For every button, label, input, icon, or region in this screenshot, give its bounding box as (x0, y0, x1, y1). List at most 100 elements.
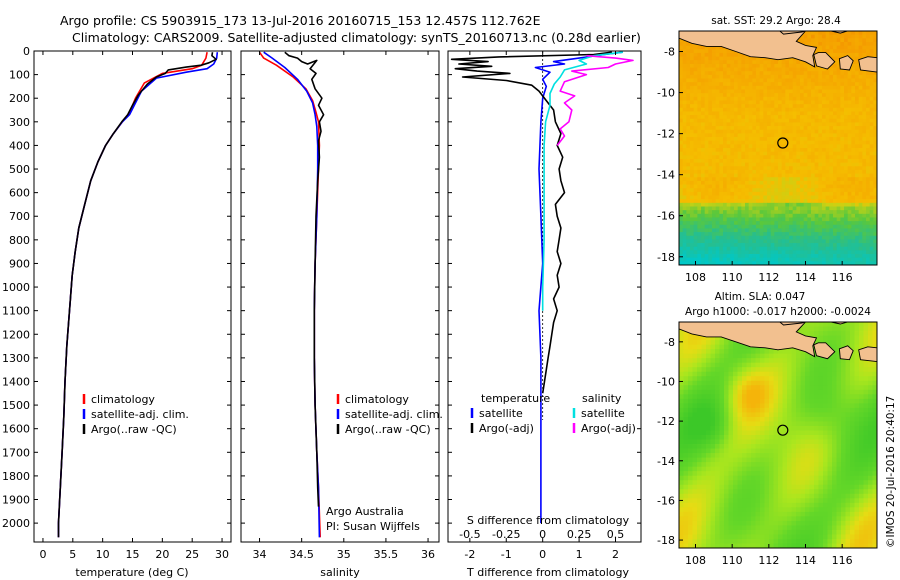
sst-cell (704, 100, 709, 105)
sst-cell (851, 93, 856, 98)
sst-cell (748, 60, 753, 65)
sst-cell (778, 71, 783, 76)
sst-cell (778, 96, 783, 101)
xtick-label: 1 (576, 548, 583, 561)
sst-cell (737, 235, 742, 240)
sst-cell (712, 111, 717, 116)
sst-cell (712, 115, 717, 120)
sst-cell (836, 34, 841, 39)
sst-cell (682, 202, 687, 207)
sst-cell (836, 232, 841, 237)
sla-cell (737, 430, 743, 436)
sst-cell (792, 107, 797, 112)
sst-cell (781, 129, 786, 134)
sla-cell (697, 398, 702, 404)
sst-cell (679, 239, 684, 244)
sst-cell (781, 148, 786, 153)
sst-cell (796, 89, 801, 94)
sst-cell (693, 177, 698, 182)
sst-cell (851, 188, 856, 193)
annotation-institution: Argo Australia (326, 505, 404, 518)
sst-cell (723, 257, 728, 262)
sst-cell (748, 118, 753, 123)
sla-cell (706, 349, 711, 355)
sst-cell (712, 63, 717, 68)
sst-cell (726, 257, 731, 262)
sla-cell (751, 385, 756, 391)
sst-cell (712, 56, 717, 61)
sst-cell (825, 140, 830, 145)
sst-cell (767, 60, 772, 65)
sst-cell (811, 206, 816, 211)
sst-cell (822, 199, 827, 204)
sla-cell (814, 403, 819, 409)
sst-cell (697, 71, 702, 76)
sst-cell (763, 107, 768, 112)
sst-cell (723, 100, 728, 105)
sst-cell (789, 100, 794, 105)
sst-cell (789, 180, 794, 185)
sst-cell (767, 195, 772, 200)
sst-cell (704, 118, 709, 123)
sla-cell (679, 425, 684, 431)
sla-cell (787, 376, 792, 382)
sst-cell (745, 74, 750, 79)
sst-cell (778, 195, 783, 200)
sst-cell (822, 191, 827, 196)
sst-cell (825, 188, 830, 193)
sst-cell (704, 228, 709, 233)
sst-cell (767, 210, 772, 215)
sla-cell (697, 335, 702, 341)
sst-cell (679, 41, 684, 47)
sla-cell (773, 358, 779, 364)
sst-cell (686, 166, 691, 171)
sst-cell (756, 111, 761, 116)
sst-cell (844, 151, 849, 156)
sst-cell (712, 151, 717, 156)
sst-cell (869, 78, 874, 83)
sst-cell (730, 224, 735, 229)
sst-cell (759, 85, 764, 90)
sla-cell (791, 421, 797, 427)
sst-cell (836, 213, 841, 218)
sst-cell (693, 184, 698, 189)
sst-cell (697, 45, 702, 50)
sst-cell (745, 250, 750, 255)
sst-cell (690, 49, 695, 54)
sla-cell (841, 435, 846, 440)
sst-cell (682, 261, 687, 265)
sst-cell (829, 89, 834, 94)
sst-cell (825, 217, 830, 222)
sla-cell (814, 380, 819, 386)
sst-cell (873, 78, 877, 83)
sst-cell (825, 162, 830, 167)
sst-cell (690, 148, 695, 153)
sst-cell (693, 96, 698, 101)
sst-cell (844, 224, 849, 229)
sst-cell (811, 74, 816, 79)
sst-cell (774, 235, 779, 240)
sst-cell (822, 96, 827, 101)
sst-cell (822, 151, 827, 156)
sla-cell (710, 403, 716, 409)
sla-cell (701, 421, 707, 427)
sst-cell (767, 71, 772, 76)
sla-cell (787, 349, 792, 355)
sla-cell (863, 335, 869, 341)
sla-cell (778, 439, 783, 445)
sla-cell (706, 340, 711, 345)
sla-cell (692, 344, 698, 350)
sst-cell (697, 228, 702, 233)
sst-cell (792, 129, 797, 134)
sst-cell (712, 177, 717, 182)
sst-cell (708, 74, 713, 79)
sst-cell (818, 235, 823, 240)
sla-cell (854, 412, 860, 418)
sla-cell (809, 376, 815, 382)
sst-cell (825, 177, 830, 182)
sst-cell (818, 250, 823, 255)
sst-cell (715, 85, 720, 90)
sla-cell (769, 371, 774, 377)
sla-cell (827, 444, 833, 449)
